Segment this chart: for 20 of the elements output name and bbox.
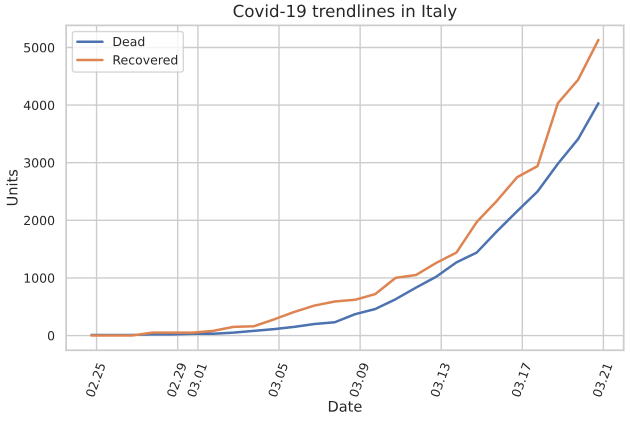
y-tick-label: 0 — [48, 330, 54, 340]
x-axis-title: Date — [328, 400, 362, 412]
y-tick-label: 3000 — [24, 158, 54, 168]
x-tick-label: 03.01 — [186, 362, 208, 398]
chart-title: Covid-19 trendlines in Italy — [234, 4, 457, 20]
y-axis-title: Units — [6, 170, 18, 206]
x-tick-label: 03.17 — [511, 362, 532, 398]
y-tick-label: 5000 — [24, 42, 54, 52]
y-tick-label: 1000 — [24, 273, 54, 283]
x-tick-label: 03.21 — [592, 362, 613, 398]
y-tick-label: 2000 — [24, 216, 54, 226]
line-series — [90, 38, 600, 337]
x-tick-label: 03.05 — [268, 362, 288, 398]
x-tick-label: 02.29 — [166, 362, 187, 398]
x-tick-label: 02.25 — [85, 362, 106, 398]
legend-label: Dead — [114, 36, 144, 46]
y-tick-label: 4000 — [24, 100, 54, 110]
x-tick-label: 03.09 — [348, 362, 370, 398]
legend-label: Recovered — [114, 54, 178, 65]
x-tick-label: 03.13 — [430, 362, 450, 398]
